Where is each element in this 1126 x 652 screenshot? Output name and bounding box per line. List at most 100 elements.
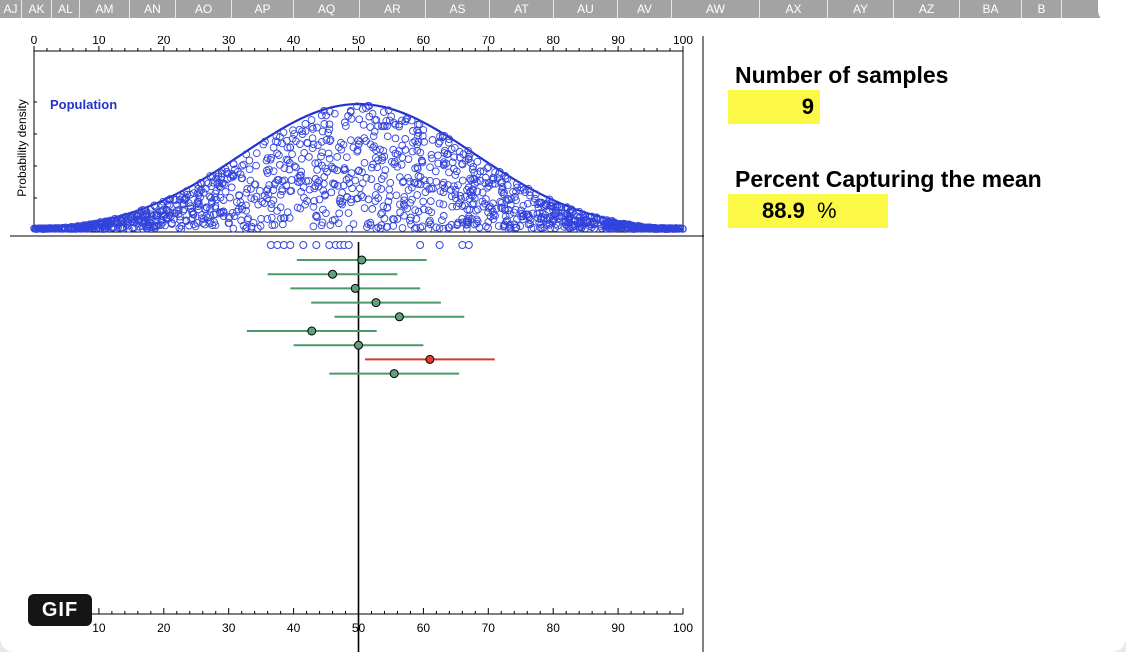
population-point	[228, 208, 237, 217]
population-point	[139, 213, 148, 222]
population-point	[322, 136, 331, 144]
population-point	[374, 156, 382, 165]
top-axis-tick-label: 40	[287, 36, 301, 47]
population-point	[413, 164, 422, 173]
column-header-ao[interactable]: AO	[176, 0, 232, 18]
population-point	[321, 191, 329, 200]
population-point	[503, 181, 512, 190]
population-point	[412, 223, 421, 232]
population-point	[186, 204, 195, 213]
population-point	[138, 205, 147, 214]
population-point	[548, 198, 557, 207]
population-point	[247, 222, 256, 231]
gif-badge[interactable]: GIF	[28, 594, 92, 626]
population-point	[325, 120, 334, 129]
column-header-an[interactable]: AN	[130, 0, 176, 18]
samples-value-cell[interactable]: 9	[728, 90, 820, 124]
column-header-am[interactable]: AM	[80, 0, 130, 18]
population-point	[135, 216, 144, 224]
population-point	[72, 223, 80, 231]
population-point	[366, 140, 375, 149]
population-point	[391, 120, 400, 129]
population-point	[474, 205, 482, 214]
population-point	[259, 140, 268, 149]
column-header-ap[interactable]: AP	[232, 0, 294, 18]
column-header-aq[interactable]: AQ	[294, 0, 360, 18]
population-point	[287, 176, 296, 184]
population-point	[414, 172, 423, 180]
population-point	[224, 169, 232, 178]
population-point	[370, 142, 379, 151]
population-point	[388, 157, 396, 166]
sample-point	[286, 241, 295, 249]
population-title: Population	[50, 97, 117, 112]
population-point	[669, 224, 678, 233]
population-point	[535, 199, 543, 207]
population-point	[516, 222, 525, 230]
population-point	[524, 220, 533, 229]
population-point	[473, 178, 481, 186]
y-axis-label: Probability density	[15, 99, 29, 196]
column-header-av[interactable]: AV	[618, 0, 672, 18]
column-header-ax[interactable]: AX	[760, 0, 828, 18]
column-header-az[interactable]: AZ	[894, 0, 960, 18]
population-point	[116, 224, 125, 232]
population-point	[191, 222, 200, 231]
population-point	[277, 214, 285, 223]
population-point	[383, 223, 392, 231]
population-point	[163, 200, 172, 209]
population-point	[551, 224, 559, 232]
sample-mean-dot	[394, 312, 404, 322]
population-point	[575, 207, 584, 216]
population-point	[384, 106, 393, 115]
population-point	[358, 179, 367, 188]
population-point	[631, 223, 640, 232]
population-point	[349, 143, 358, 152]
population-point	[325, 154, 334, 163]
population-point	[180, 200, 188, 208]
population-point	[445, 135, 454, 143]
population-point	[244, 214, 253, 223]
population-point	[416, 223, 425, 232]
population-point	[549, 216, 558, 224]
population-point	[579, 219, 588, 228]
population-point	[439, 212, 448, 220]
population-point	[344, 174, 353, 182]
column-header-b[interactable]: B	[1022, 0, 1062, 18]
population-point	[396, 200, 404, 209]
population-point	[427, 150, 436, 159]
population-point	[426, 220, 435, 229]
population-point	[679, 225, 687, 233]
population-point	[377, 185, 386, 193]
column-header-at[interactable]: AT	[490, 0, 554, 18]
sample-point	[325, 241, 334, 249]
column-header-aw[interactable]: AW	[672, 0, 760, 18]
population-point	[308, 144, 317, 153]
column-header-al[interactable]: AL	[52, 0, 80, 18]
population-point	[217, 169, 226, 178]
column-header-ak[interactable]: AK	[22, 0, 52, 18]
population-point	[38, 225, 47, 233]
population-point	[238, 161, 246, 170]
population-point	[194, 205, 203, 214]
column-header-ba[interactable]: BA	[960, 0, 1022, 18]
column-header-as[interactable]: AS	[426, 0, 490, 18]
column-header-ar[interactable]: AR	[360, 0, 426, 18]
population-point	[212, 186, 221, 195]
column-header-au[interactable]: AU	[554, 0, 618, 18]
bottom-axis-tick-label: 20	[157, 621, 171, 635]
population-point	[478, 188, 487, 197]
population-point	[309, 202, 318, 211]
percent-value-cell[interactable]: 88.9 %	[728, 194, 888, 228]
population-point	[557, 203, 566, 212]
population-point	[335, 209, 344, 218]
column-header-aj[interactable]: AJ	[0, 0, 22, 18]
population-point	[512, 196, 520, 205]
population-point	[320, 107, 328, 115]
column-header-ay[interactable]: AY	[828, 0, 894, 18]
population-point	[453, 202, 461, 211]
population-point	[400, 193, 409, 201]
population-point	[440, 158, 448, 166]
population-point	[297, 177, 306, 185]
population-point	[473, 187, 482, 196]
